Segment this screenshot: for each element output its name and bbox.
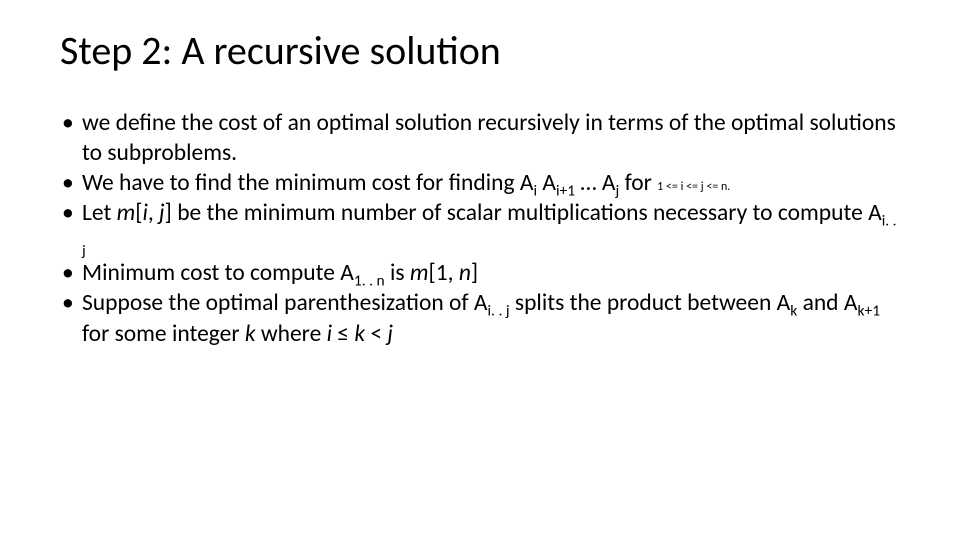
bullet-item: Let m[i, j] be the minimum number of sca… (60, 198, 900, 258)
bullet-item: Suppose the optimal parenthesization of … (60, 288, 900, 348)
bullet-item: We have to find the minimum cost for fin… (60, 168, 900, 198)
slide: Step 2: A recursive solution we define t… (0, 0, 960, 540)
slide-title: Step 2: A recursive solution (60, 28, 900, 74)
bullet-list: we define the cost of an optimal solutio… (60, 108, 900, 349)
bullet-item: Minimum cost to compute A1. . n is m[1, … (60, 258, 900, 288)
slide-body: we define the cost of an optimal solutio… (60, 108, 900, 349)
bullet-item: we define the cost of an optimal solutio… (60, 108, 900, 168)
